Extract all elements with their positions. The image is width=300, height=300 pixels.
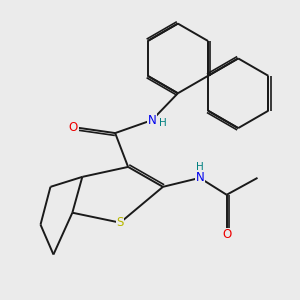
Text: O: O <box>222 228 231 241</box>
Text: N: N <box>148 114 156 127</box>
Text: H: H <box>196 161 204 172</box>
Text: H: H <box>159 118 167 128</box>
Text: N: N <box>195 171 204 184</box>
Text: S: S <box>116 216 124 229</box>
Text: O: O <box>69 121 78 134</box>
